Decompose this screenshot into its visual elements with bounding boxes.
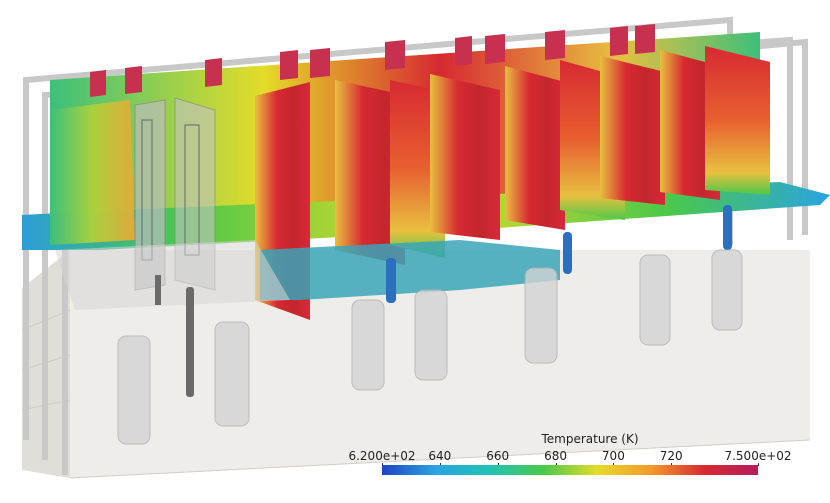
cylinders <box>117 249 743 445</box>
legend-tick-label: 660 <box>486 449 510 463</box>
legend-tick-label: 7.500e+02 <box>724 449 792 463</box>
blue-pipes <box>386 205 732 303</box>
legend-tick-mark <box>497 463 499 466</box>
legend-tick-mark <box>613 463 615 466</box>
colorbar <box>382 465 758 475</box>
legend-tick-mark <box>758 463 759 466</box>
legend-tick-label: 6.200e+02 <box>348 449 416 463</box>
support-rods <box>155 275 194 397</box>
lower-block <box>260 240 560 300</box>
left-wall <box>50 100 135 245</box>
legend-tick-mark <box>555 463 557 466</box>
legend-tick-label: 640 <box>428 449 452 463</box>
color-legend: Temperature (K) 6.200e+02 640 660 680 700 720… <box>348 432 820 492</box>
legend-tick-mark <box>382 463 383 466</box>
heater-panels <box>55 97 290 310</box>
legend-tick-label: 680 <box>544 449 567 463</box>
legend-tick-mark <box>439 463 441 466</box>
legend-tick-label: 720 <box>659 449 683 463</box>
fin-tabs <box>90 24 655 97</box>
legend-tick-label: 700 <box>601 449 625 463</box>
legend-title: Temperature (K) <box>541 432 639 446</box>
legend-tick-mark <box>671 463 673 466</box>
